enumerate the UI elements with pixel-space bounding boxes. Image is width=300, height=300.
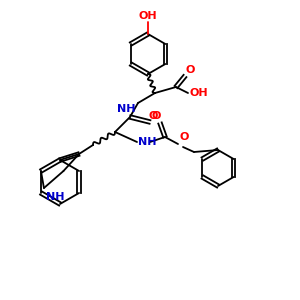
Text: NH: NH — [138, 137, 157, 147]
Text: NH: NH — [46, 192, 64, 202]
Text: O: O — [148, 111, 158, 121]
Text: O: O — [186, 65, 195, 75]
Text: OH: OH — [189, 88, 208, 98]
Text: O: O — [151, 111, 160, 121]
Text: O: O — [179, 132, 188, 142]
Text: NH: NH — [118, 104, 136, 114]
Text: OH: OH — [139, 11, 157, 21]
